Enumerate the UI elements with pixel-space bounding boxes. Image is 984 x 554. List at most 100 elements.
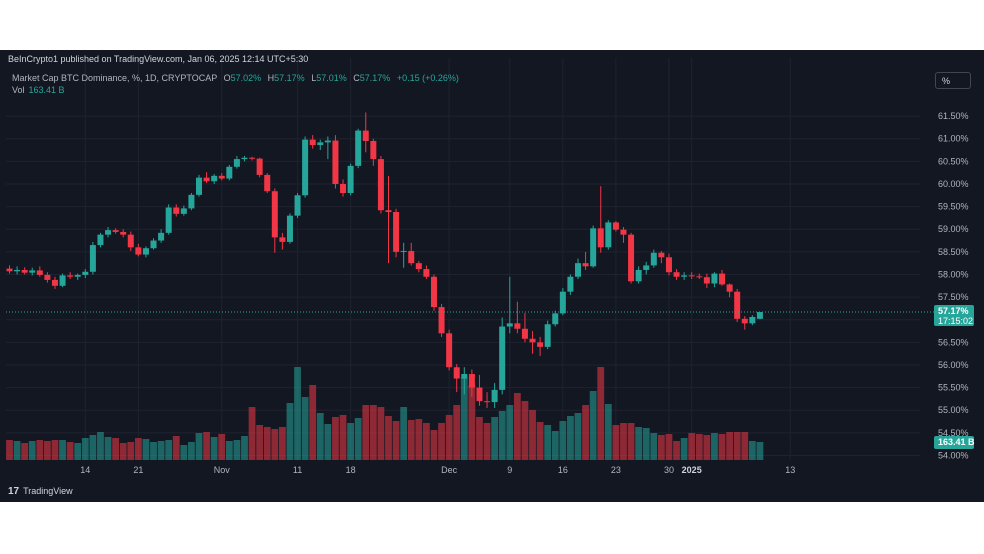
y-tick-label: 61.00% xyxy=(938,134,969,144)
close-value: 57.17% xyxy=(360,73,391,83)
y-tick-label: 60.00% xyxy=(938,179,969,189)
candle-body xyxy=(370,141,376,159)
candle-body xyxy=(60,275,66,285)
volume-bar xyxy=(734,432,741,460)
volume-bar xyxy=(196,433,203,460)
volume-bar xyxy=(112,438,119,460)
volume-bar xyxy=(355,418,362,460)
chart-frame: 61.50% 61.00% 60.50% 60.00% 59.50% 59.00% 58.5… xyxy=(0,50,984,502)
candle-body xyxy=(75,275,81,277)
x-tick-label: Nov xyxy=(214,465,231,475)
volume-bar xyxy=(628,423,635,460)
candle-body xyxy=(166,208,172,233)
candle-body xyxy=(628,235,634,282)
volume-bar xyxy=(279,427,286,460)
x-tick-label: 18 xyxy=(346,465,356,475)
candle-body xyxy=(575,263,581,277)
open-key: O xyxy=(224,73,231,83)
candle-body xyxy=(7,269,13,272)
x-tick-label: 30 xyxy=(664,465,674,475)
y-tick-label: 59.50% xyxy=(938,202,969,212)
candle-body xyxy=(749,317,755,323)
x-tick-label: Dec xyxy=(441,465,458,475)
volume-bar xyxy=(446,415,453,460)
tradingview-brand[interactable]: 17 TradingView xyxy=(8,486,73,497)
candle-body xyxy=(613,222,619,229)
volume-bar xyxy=(59,440,66,460)
candle-body xyxy=(408,251,414,263)
candle-body xyxy=(476,388,482,402)
candle-body xyxy=(82,272,88,275)
volume-bar xyxy=(105,437,112,460)
volume-bar xyxy=(52,440,59,460)
volume-bar xyxy=(36,440,43,460)
candle-body xyxy=(355,131,361,166)
volume-bar xyxy=(711,433,718,460)
candle-body xyxy=(552,313,558,324)
volume-bar xyxy=(188,442,195,460)
candle-body xyxy=(696,276,702,277)
volume-bar xyxy=(696,434,703,460)
candle-body xyxy=(439,307,445,333)
volume-bar xyxy=(362,405,369,460)
y-tick-label: 57.50% xyxy=(938,292,969,302)
candle-body xyxy=(386,210,392,212)
volume-bar xyxy=(476,417,483,460)
percent-scale-button[interactable]: % xyxy=(935,72,971,89)
volume-bar xyxy=(89,435,96,460)
candle-body xyxy=(257,159,263,175)
candle-body xyxy=(310,140,316,145)
candle-body xyxy=(44,275,50,280)
volume-bar xyxy=(120,443,127,460)
candle-body xyxy=(620,230,626,235)
volume-bar xyxy=(438,423,445,460)
candle-body xyxy=(158,233,164,241)
candle-body xyxy=(492,390,498,402)
volume-bar xyxy=(287,403,294,460)
volume-bar xyxy=(529,410,536,460)
candle-body xyxy=(188,195,194,209)
candle-body xyxy=(605,222,611,247)
candle-body xyxy=(416,263,422,269)
symbol-name: Market Cap BTC Dominance, %, 1D, CRYPTOC… xyxy=(12,73,217,83)
volume-bar xyxy=(127,442,134,460)
candle-body xyxy=(499,327,505,390)
candle-body xyxy=(469,374,475,388)
volume-bar xyxy=(415,419,422,460)
candle-body xyxy=(317,142,323,145)
y-tick-label: 58.00% xyxy=(938,269,969,279)
volume-bar xyxy=(241,436,248,460)
volume-bar xyxy=(757,442,764,460)
candle-body xyxy=(598,228,604,247)
brand-name: TradingView xyxy=(23,486,73,496)
y-tick-label: 60.50% xyxy=(938,156,969,166)
volume-bar xyxy=(150,442,157,460)
candle-body xyxy=(658,253,664,258)
volume-bar xyxy=(180,445,187,460)
tradingview-logo-icon: 17 xyxy=(8,486,19,497)
candle-body xyxy=(113,230,119,232)
volume-bar xyxy=(484,423,491,460)
candle-body xyxy=(711,274,717,284)
volume-bar xyxy=(218,434,225,460)
volume-bar xyxy=(605,404,612,460)
candle-body xyxy=(14,270,20,271)
volume-bar xyxy=(400,407,407,460)
volume-bar xyxy=(264,427,271,460)
chart-canvas[interactable]: 61.50% 61.00% 60.50% 60.00% 59.50% 59.00% 58.5… xyxy=(0,50,984,502)
volume-bar xyxy=(294,367,301,460)
volume-bar xyxy=(537,422,544,460)
x-tick-label: 16 xyxy=(558,465,568,475)
y-tick-label: 58.50% xyxy=(938,247,969,257)
volume-bar xyxy=(165,440,172,460)
volume-bar xyxy=(719,434,726,460)
volume-bar xyxy=(302,397,309,460)
candle-body xyxy=(332,141,338,184)
candle-body xyxy=(204,178,210,182)
candle-body xyxy=(545,324,551,347)
volume-bar xyxy=(370,405,377,460)
candle-body xyxy=(454,367,460,378)
y-tick-label: 59.00% xyxy=(938,224,969,234)
volume-bar xyxy=(681,438,688,460)
volume-bar xyxy=(234,440,241,460)
